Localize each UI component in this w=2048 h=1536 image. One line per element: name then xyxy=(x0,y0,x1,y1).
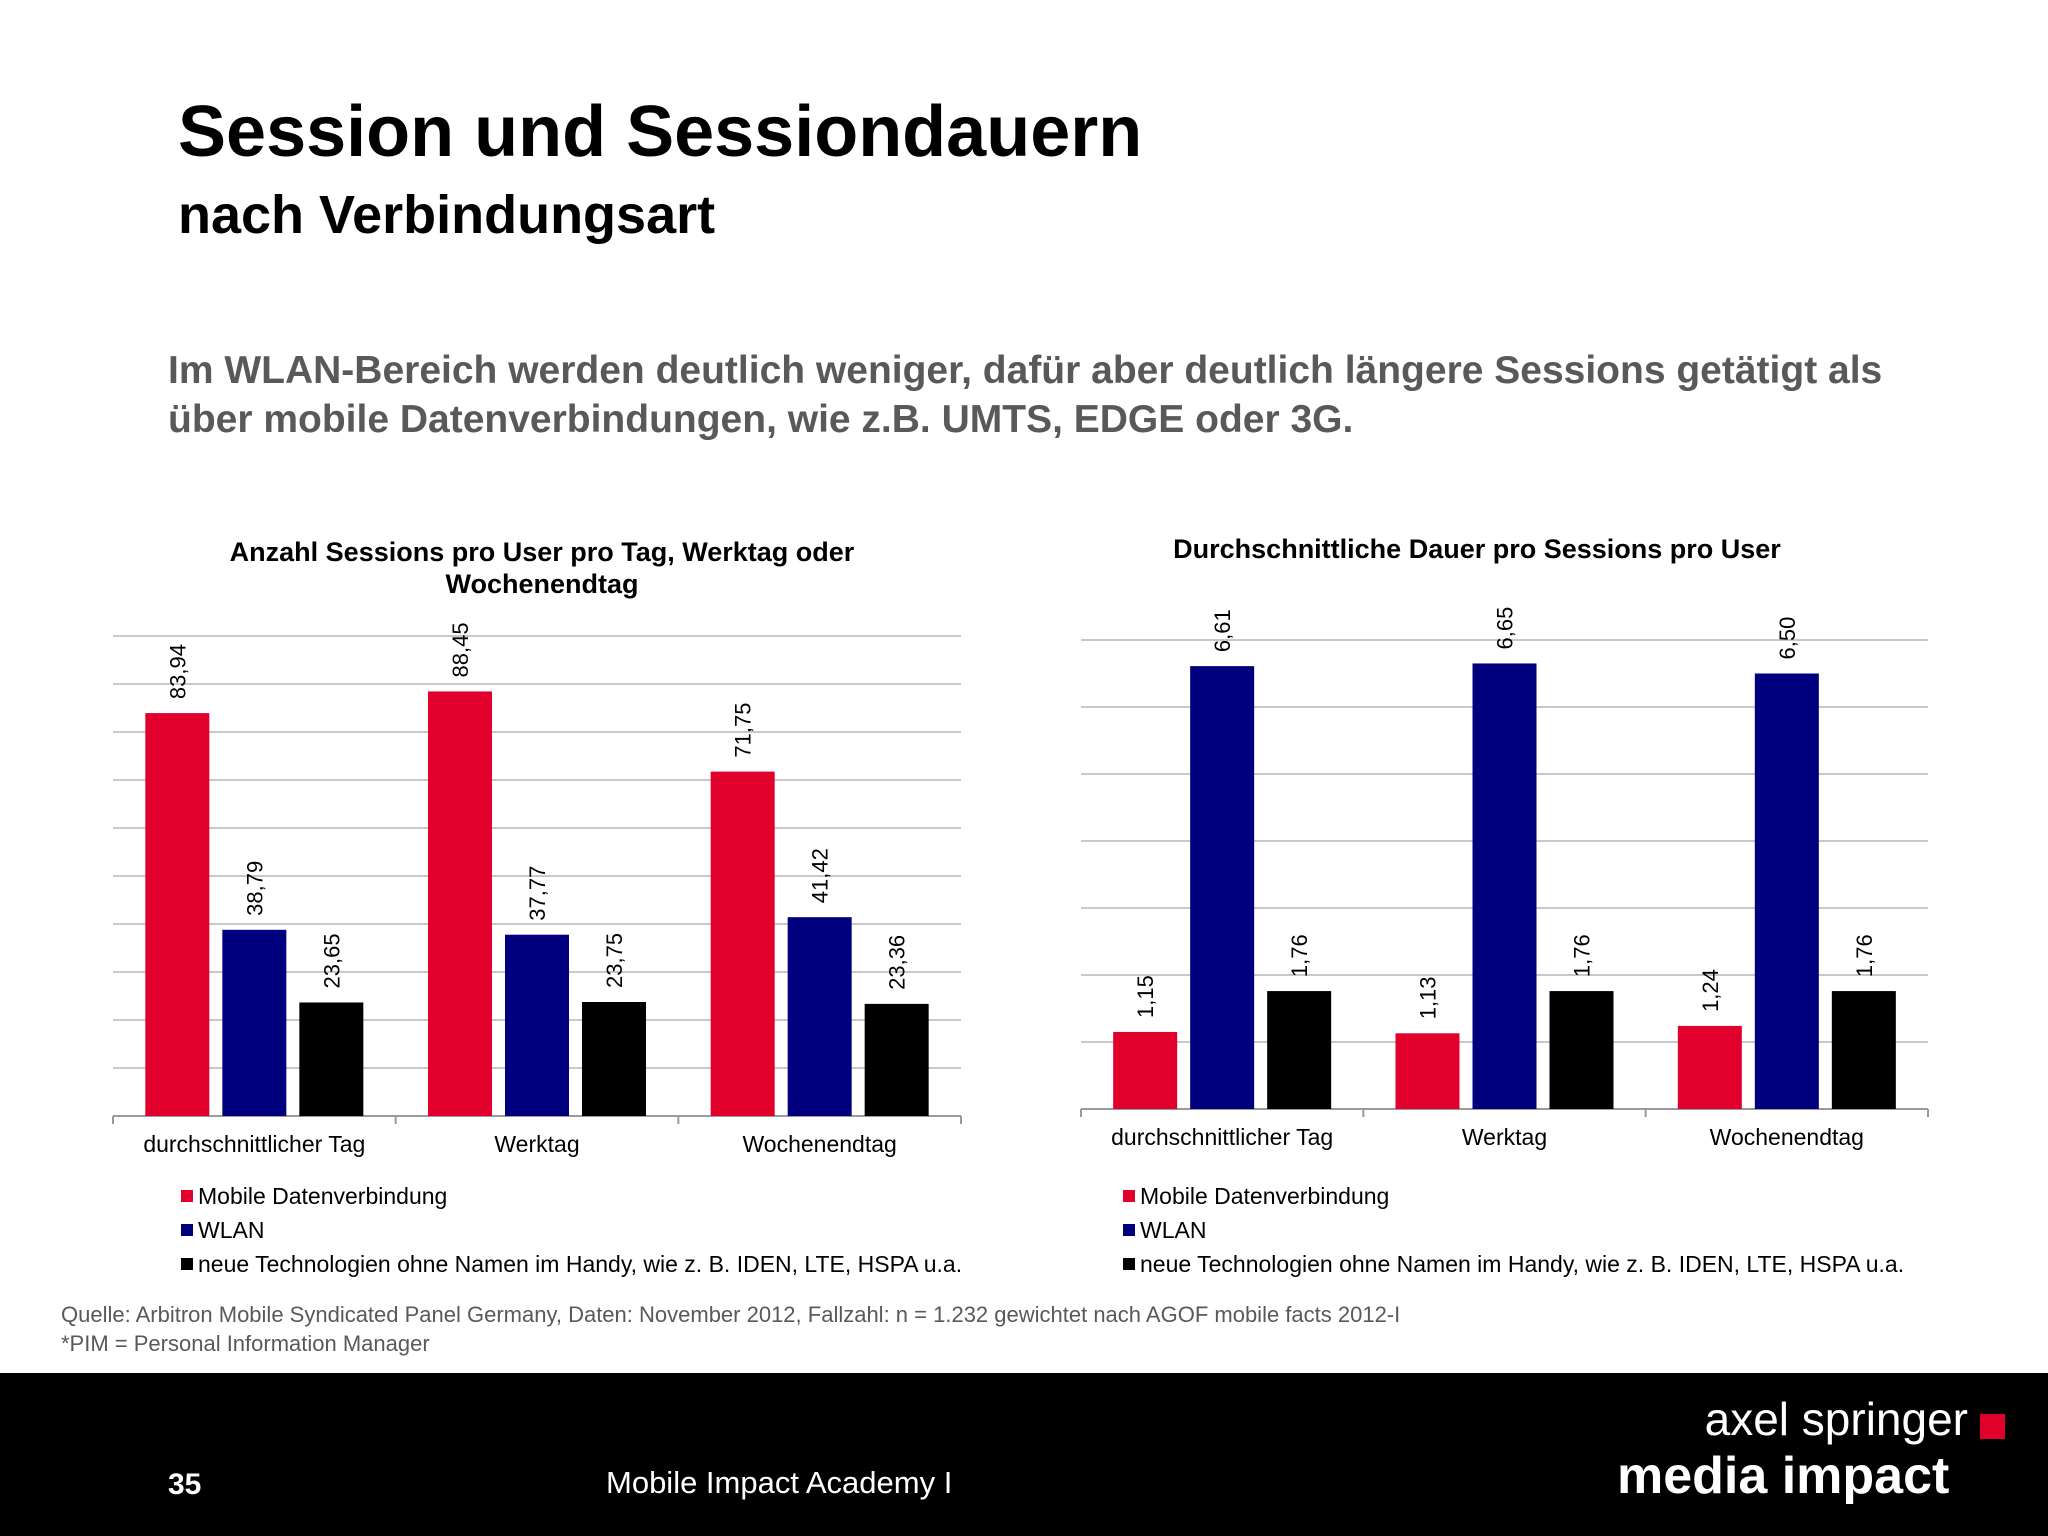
bar-mobile xyxy=(145,713,210,1116)
legend-label-wlan: WLAN xyxy=(1140,1217,1207,1243)
pim-footnote: *PIM = Personal Information Manager xyxy=(61,1331,430,1356)
bar-mobile xyxy=(1395,1033,1460,1109)
page-number: 35 xyxy=(168,1468,202,1501)
data-label-mobile: 71,75 xyxy=(731,703,756,758)
source-note: Quelle: Arbitron Mobile Syndicated Panel… xyxy=(61,1300,1400,1358)
legend-duration: Mobile Datenverbindung WLAN neue Technol… xyxy=(1123,1179,1904,1281)
data-label-mobile: 88,45 xyxy=(448,622,473,677)
legend-swatch-mobile xyxy=(181,1190,193,1202)
data-label-mobile: 1,15 xyxy=(1133,975,1158,1018)
x-tick-label: durchschnittlicher Tag xyxy=(1111,1124,1333,1150)
data-label-mobile: 83,94 xyxy=(165,644,190,699)
data-label-wlan: 6,61 xyxy=(1210,609,1235,652)
bar-mobile xyxy=(710,771,775,1116)
legend-item-wlan: WLAN xyxy=(181,1213,962,1247)
slide-subtitle: nach Verbindungsart xyxy=(178,185,716,245)
slide-title: Session und Sessiondauern xyxy=(178,92,1143,172)
data-label-wlan: 38,79 xyxy=(242,861,267,916)
chart-title-line: Anzahl Sessions pro User pro Tag, Werkta… xyxy=(230,537,855,567)
data-label-neue: 1,76 xyxy=(1287,934,1312,977)
x-tick-label: Werktag xyxy=(494,1131,579,1157)
bar-neue xyxy=(1549,991,1614,1109)
legend-item-neue: neue Technologien ohne Namen im Handy, w… xyxy=(1123,1247,1904,1281)
bar-wlan xyxy=(505,934,569,1116)
chart-title-line: Durchschnittliche Dauer pro Sessions pro… xyxy=(1173,534,1781,564)
data-label-wlan: 6,65 xyxy=(1493,607,1518,650)
bar-neue xyxy=(299,1002,364,1116)
bar-wlan xyxy=(1190,666,1255,1109)
data-label-neue: 1,76 xyxy=(1852,934,1877,977)
footer-caption: Mobile Impact Academy I xyxy=(606,1465,953,1500)
footer-bar xyxy=(0,1373,2048,1536)
legend-label-mobile: Mobile Datenverbindung xyxy=(198,1183,448,1209)
x-tick-label: Wochenendtag xyxy=(743,1131,897,1157)
legend-sessions: Mobile Datenverbindung WLAN neue Technol… xyxy=(181,1179,962,1281)
legend-item-mobile: Mobile Datenverbindung xyxy=(181,1179,962,1213)
legend-item-wlan: WLAN xyxy=(1123,1213,1904,1247)
bar-wlan xyxy=(1754,673,1819,1109)
bar-neue xyxy=(582,1002,646,1116)
bar-neue xyxy=(1831,991,1896,1109)
bar-wlan xyxy=(222,929,287,1116)
legend-swatch-neue xyxy=(181,1258,193,1270)
legend-item-mobile: Mobile Datenverbindung xyxy=(1123,1179,1904,1213)
data-label-neue: 23,65 xyxy=(319,933,344,988)
data-label-neue: 1,76 xyxy=(1570,934,1595,977)
bar-mobile xyxy=(1677,1025,1742,1109)
chart-title-line: Wochenendtag xyxy=(445,569,638,599)
lead-line-2: über mobile Datenverbindungen, wie z.B. … xyxy=(168,398,1354,441)
data-label-mobile: 1,24 xyxy=(1698,969,1723,1012)
lead-text: Im WLAN-Bereich werden deutlich weniger,… xyxy=(168,346,2028,444)
x-tick-label: Wochenendtag xyxy=(1710,1124,1864,1150)
bar-neue xyxy=(864,1003,929,1116)
legend-swatch-mobile xyxy=(1123,1190,1135,1202)
legend-label-mobile: Mobile Datenverbindung xyxy=(1140,1183,1390,1209)
legend-label-neue: neue Technologien ohne Namen im Handy, w… xyxy=(198,1251,963,1277)
bar-wlan xyxy=(787,917,852,1116)
data-label-neue: 23,75 xyxy=(602,933,627,988)
logo-axel-springer: axel springer xyxy=(1704,1393,1968,1445)
legend-swatch-neue xyxy=(1123,1258,1135,1270)
x-tick-label: durchschnittlicher Tag xyxy=(143,1131,365,1157)
bar-mobile xyxy=(428,691,492,1116)
data-label-mobile: 1,13 xyxy=(1416,976,1441,1019)
data-label-neue: 23,36 xyxy=(885,935,910,990)
bar-mobile xyxy=(1113,1031,1178,1109)
logo-media-impact: media impact xyxy=(1617,1447,1950,1505)
legend-label-wlan: WLAN xyxy=(198,1217,265,1243)
legend-label-neue: neue Technologien ohne Namen im Handy, w… xyxy=(1140,1251,1905,1277)
data-label-wlan: 37,77 xyxy=(525,866,550,921)
legend-swatch-wlan xyxy=(181,1224,193,1236)
data-label-wlan: 41,42 xyxy=(808,848,833,903)
bar-neue xyxy=(1267,991,1332,1109)
legend-swatch-wlan xyxy=(1123,1224,1135,1236)
logo-square-icon xyxy=(1980,1414,2005,1439)
lead-line-1: Im WLAN-Bereich werden deutlich weniger,… xyxy=(168,349,1883,392)
source-line: Quelle: Arbitron Mobile Syndicated Panel… xyxy=(61,1302,1401,1327)
x-tick-label: Werktag xyxy=(1462,1124,1547,1150)
bar-wlan xyxy=(1472,663,1537,1109)
data-label-wlan: 6,50 xyxy=(1775,617,1800,660)
legend-item-neue: neue Technologien ohne Namen im Handy, w… xyxy=(181,1247,962,1281)
